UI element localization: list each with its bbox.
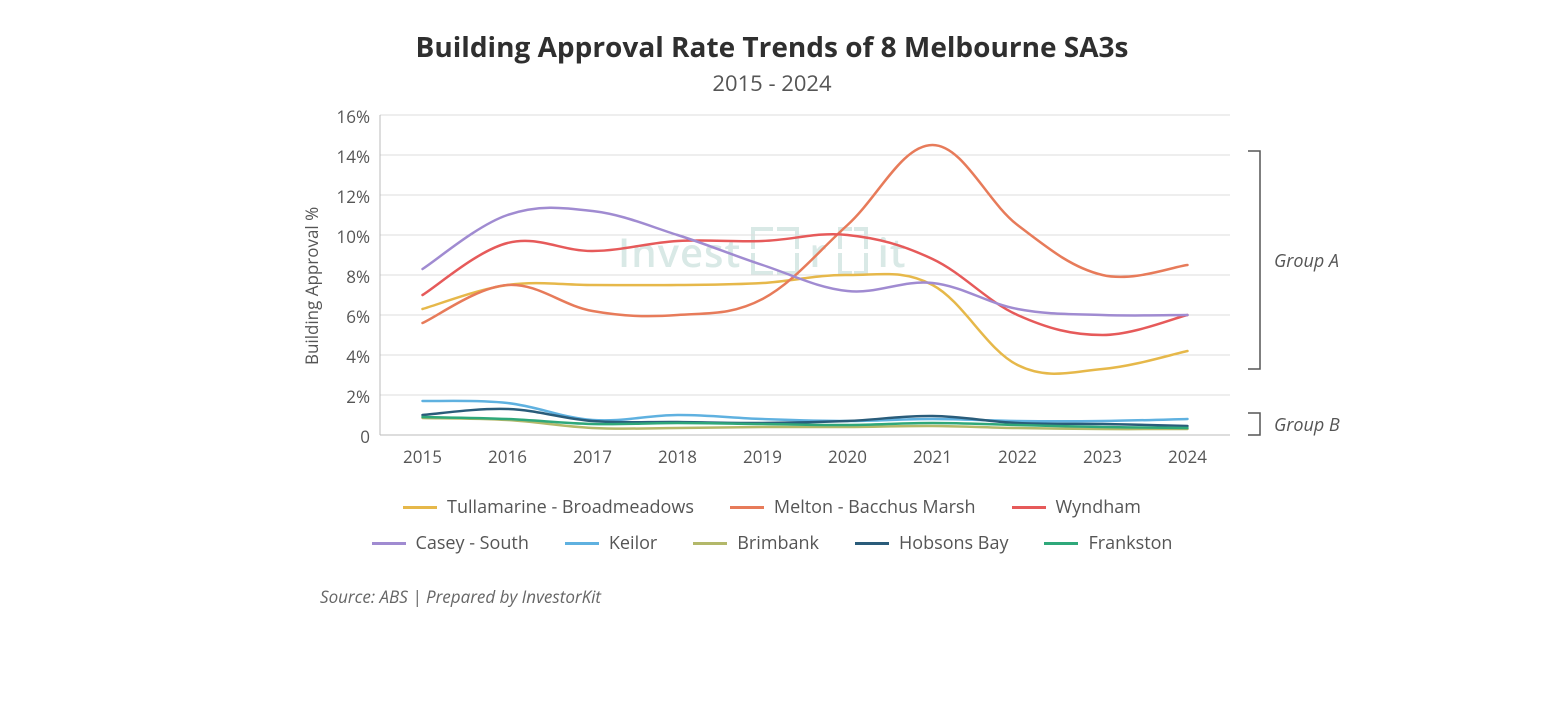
- legend-label: Frankston: [1088, 531, 1172, 555]
- legend-item: Hobsons Bay: [855, 531, 1008, 555]
- y-tick-label: 10%: [310, 225, 370, 248]
- plot-area: Invest r it: [380, 115, 1230, 435]
- legend-swatch: [1044, 542, 1078, 545]
- y-tick-label: 14%: [310, 145, 370, 168]
- source-attribution: Source: ABS | Prepared by InvestorKit: [320, 585, 601, 608]
- plot-svg: [380, 115, 1370, 435]
- legend-label: Tullamarine - Broadmeadows: [447, 495, 694, 519]
- legend-swatch: [855, 542, 889, 545]
- x-tick-label: 2016: [468, 445, 548, 468]
- chart-container: Building Approval Rate Trends of 8 Melbo…: [0, 0, 1544, 707]
- y-tick-label: 16%: [310, 105, 370, 128]
- chart-subtitle: 2015 - 2024: [0, 68, 1544, 98]
- legend-label: Melton - Bacchus Marsh: [774, 495, 976, 519]
- legend-swatch: [372, 542, 406, 545]
- legend-item: Tullamarine - Broadmeadows: [403, 495, 694, 519]
- x-tick-label: 2017: [553, 445, 633, 468]
- x-tick-label: 2024: [1148, 445, 1228, 468]
- legend-swatch: [1012, 506, 1046, 509]
- series-line: [423, 208, 1188, 316]
- legend-label: Casey - South: [416, 531, 529, 555]
- legend-label: Brimbank: [737, 531, 819, 555]
- group-label: Group A: [1274, 249, 1339, 273]
- legend: Tullamarine - Broadmeadows Melton - Bacch…: [0, 495, 1544, 567]
- x-tick-label: 2015: [383, 445, 463, 468]
- y-tick-label: 6%: [310, 305, 370, 328]
- legend-item: Wyndham: [1012, 495, 1141, 519]
- x-tick-label: 2019: [723, 445, 803, 468]
- x-tick-label: 2021: [893, 445, 973, 468]
- legend-swatch: [693, 542, 727, 545]
- y-tick-label: 0: [310, 425, 370, 448]
- x-tick-label: 2018: [638, 445, 718, 468]
- legend-item: Frankston: [1044, 531, 1172, 555]
- legend-swatch: [565, 542, 599, 545]
- x-tick-label: 2022: [978, 445, 1058, 468]
- legend-label: Keilor: [609, 531, 657, 555]
- group-label: Group B: [1274, 413, 1340, 437]
- legend-item: Brimbank: [693, 531, 819, 555]
- y-tick-label: 12%: [310, 185, 370, 208]
- legend-item: Melton - Bacchus Marsh: [730, 495, 976, 519]
- y-tick-label: 2%: [310, 385, 370, 408]
- x-tick-label: 2020: [808, 445, 888, 468]
- legend-swatch: [403, 506, 437, 509]
- legend-item: Keilor: [565, 531, 657, 555]
- series-line: [423, 145, 1188, 323]
- chart-title: Building Approval Rate Trends of 8 Melbo…: [0, 28, 1544, 66]
- legend-swatch: [730, 506, 764, 509]
- y-tick-label: 8%: [310, 265, 370, 288]
- x-tick-label: 2023: [1063, 445, 1143, 468]
- legend-label: Wyndham: [1056, 495, 1141, 519]
- legend-label: Hobsons Bay: [899, 531, 1008, 555]
- y-tick-label: 4%: [310, 345, 370, 368]
- series-line: [423, 234, 1188, 335]
- legend-item: Casey - South: [372, 531, 529, 555]
